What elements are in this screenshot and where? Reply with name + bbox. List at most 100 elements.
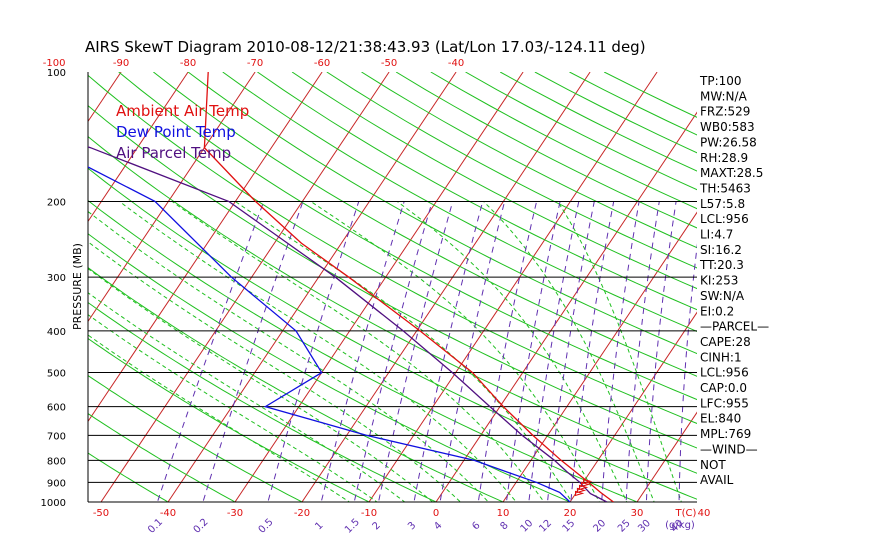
index-entry: TT:20.3 <box>699 258 744 272</box>
pressure-tick-label: 400 <box>47 327 66 338</box>
bottom-temp-tick-label: 30 <box>631 508 644 519</box>
bottom-temp-tick-label: -30 <box>227 508 243 519</box>
isotherm-line <box>569 311 697 502</box>
dry-adiabat <box>88 105 697 449</box>
mixing-ratio-tick-label: 4 <box>432 520 444 532</box>
dry-adiabat <box>88 135 697 474</box>
mixing-ratio-tick-label: 1 <box>313 520 325 532</box>
mixing-ratio-tick-label: 8 <box>499 520 511 532</box>
isotherm-line <box>771 72 870 502</box>
top-temp-tick-label: -70 <box>247 58 263 69</box>
mixing-ratio-line <box>156 201 265 502</box>
wind-barb <box>576 487 587 494</box>
dry-adiabat <box>395 72 697 229</box>
top-temp-tick-label: -90 <box>113 58 129 69</box>
pressure-tick-label: 300 <box>47 273 66 284</box>
index-entry: LI:4.7 <box>700 228 733 242</box>
pressure-tick-label: 900 <box>47 478 66 489</box>
parcel-temp-line <box>88 146 608 502</box>
pressure-tick-label: 700 <box>47 431 66 442</box>
dry-adiabat <box>88 301 438 502</box>
legend-entry: Dew Point Temp <box>116 123 236 141</box>
isotherm-line <box>100 72 390 502</box>
mixing-ratio-tick-label: 2 <box>371 520 383 532</box>
dry-adiabat <box>88 233 572 502</box>
top-temp-tick-label: -100 <box>43 58 66 69</box>
dry-adiabat <box>326 72 697 269</box>
isotherm-line <box>88 72 189 223</box>
bottom-temp-tick-label: 10 <box>497 508 510 519</box>
dewpoint-temp-line <box>88 166 571 502</box>
mixing-ratio-tick-label: 15 <box>561 518 578 535</box>
dry-adiabat <box>88 452 169 502</box>
index-entry: SI:16.2 <box>700 243 742 257</box>
mixing-ratio-tick-label: 6 <box>470 520 482 532</box>
top-temp-tick-label: -50 <box>381 58 397 69</box>
moist-adiabat <box>234 200 573 502</box>
dry-adiabat <box>187 72 697 355</box>
chart-title: AIRS SkewT Diagram 2010-08-12/21:38:43.9… <box>85 38 646 56</box>
bottom-temp-tick-label: -50 <box>93 508 109 519</box>
index-entry: CAPE:28 <box>700 335 751 349</box>
index-entry: —PARCEL— <box>700 320 769 334</box>
isotherm-line <box>838 72 870 502</box>
bottom-temp-tick-label: 20 <box>564 508 577 519</box>
mixing-ratio-line <box>320 201 405 502</box>
moist-adiabat <box>88 267 434 502</box>
moist-adiabat <box>88 314 378 502</box>
wind-barb <box>583 478 593 484</box>
index-entry: —WIND— <box>700 442 758 456</box>
index-entry: TP:100 <box>699 74 742 88</box>
mixing-ratio-line <box>601 201 640 502</box>
mixing-ratio-tick-label: 0.2 <box>192 517 211 536</box>
pressure-tick-label: 1000 <box>41 498 66 509</box>
mixing-ratio-tick-label: 30 <box>636 518 653 535</box>
isotherm-line <box>88 72 256 323</box>
mixing-ratio-line <box>645 201 677 502</box>
mixing-ratio-line <box>353 201 433 502</box>
mixing-ratio-tick-label: 12 <box>537 518 554 535</box>
bottom-temp-tick-label: -10 <box>361 508 377 519</box>
bottom-temp-tick-label: -40 <box>160 508 176 519</box>
index-entry: CINH:1 <box>700 350 742 364</box>
bottom-temp-tick-label: -20 <box>294 508 310 519</box>
index-entry: MPL:769 <box>700 427 751 441</box>
moist-adiabat <box>88 292 406 502</box>
dry-adiabat <box>361 72 697 249</box>
dry-adiabat <box>222 72 697 332</box>
moist-adiabat <box>396 200 628 502</box>
mixing-ratio-tick-label: 0.1 <box>146 517 165 536</box>
wind-barb <box>575 490 585 497</box>
dry-adiabat <box>88 337 371 502</box>
index-entry: NOT <box>700 458 726 472</box>
dry-adiabat <box>88 74 697 424</box>
index-entry: AVAIL <box>700 473 734 487</box>
legend: Ambient Air Temp Dew Point Temp Air Parcel… <box>116 102 249 162</box>
mixing-ratio-line <box>202 201 304 502</box>
pressure-tick-label: 100 <box>47 68 66 79</box>
axis-labels: 1002003004005006007008009001000-120-110-… <box>41 58 711 536</box>
dry-adiabat <box>88 167 697 500</box>
dry-adiabat <box>153 72 697 377</box>
legend-entry: Ambient Air Temp <box>116 102 249 120</box>
mixing-ratio-tick-label: 0.5 <box>257 517 276 536</box>
index-entry: KI:253 <box>700 274 738 288</box>
index-entry: RH:28.9 <box>700 151 748 165</box>
index-entry: WB0:583 <box>700 120 755 134</box>
wind-barb <box>581 481 591 488</box>
mixing-ratio-tick-label: 3 <box>406 520 418 532</box>
moist-adiabat <box>88 241 462 502</box>
dry-adiabat <box>88 413 237 502</box>
mixing-ratio-line <box>505 201 561 502</box>
x-axis-label: T(C) <box>675 508 697 519</box>
index-entry: PW:26.58 <box>700 135 757 149</box>
isotherm-line <box>88 72 323 423</box>
index-entry: EI:0.2 <box>700 304 734 318</box>
dry-adiabat <box>465 72 697 191</box>
index-entry: TH:5463 <box>699 181 751 195</box>
index-entry: LFC:955 <box>700 396 749 410</box>
mixing-ratio-line <box>678 243 697 502</box>
index-entry: SW:N/A <box>700 289 745 303</box>
